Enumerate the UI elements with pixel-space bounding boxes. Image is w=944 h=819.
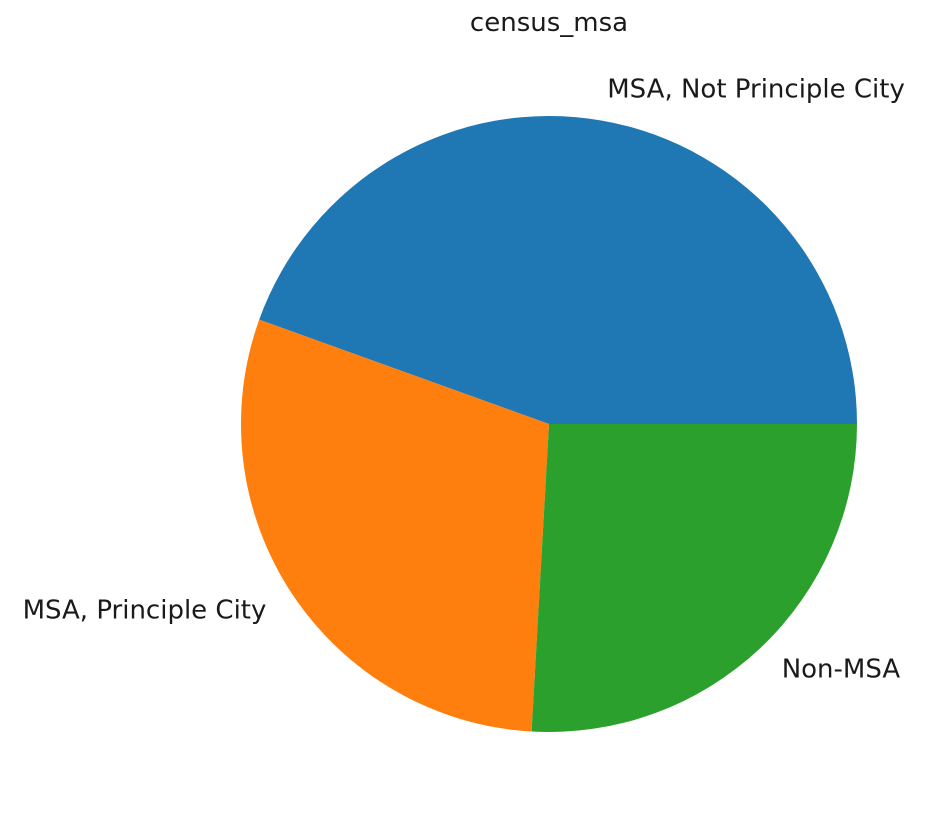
pie-labels: MSA, Not Principle City MSA, Principle Ci… [23,75,905,685]
slice-label-2: MSA, Principle City [23,595,267,625]
chart-title: census_msa [470,8,628,38]
pie-slice-1 [259,115,857,425]
slice-label-3: Non-MSA [782,655,901,685]
slice-label-1: MSA, Not Principle City [607,75,905,105]
pie-slice-2 [241,319,549,732]
pie-slice-3 [531,424,857,733]
pie-slices [241,115,857,733]
